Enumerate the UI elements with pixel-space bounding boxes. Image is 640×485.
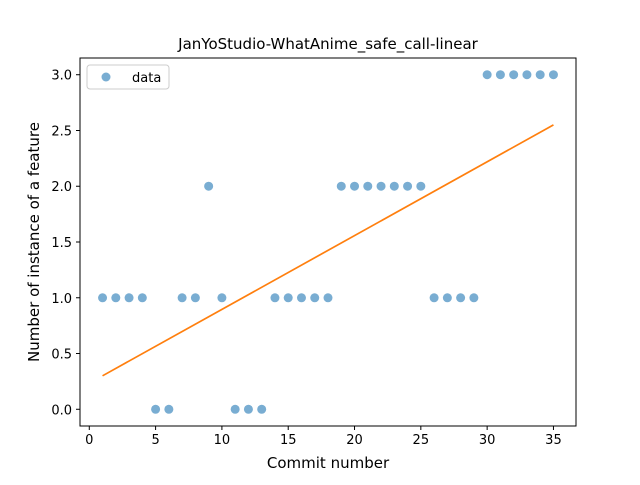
- x-tick-label: 5: [151, 433, 159, 448]
- data-point: [230, 404, 240, 414]
- y-tick-label: 3.0: [51, 69, 72, 84]
- x-tick-label: 0: [85, 433, 93, 448]
- x-tick-label: 10: [214, 433, 231, 448]
- data-point: [336, 181, 346, 191]
- data-point: [283, 293, 293, 303]
- data-point: [177, 293, 187, 303]
- linear-fit-line: [102, 124, 554, 377]
- x-tick-label: 30: [479, 433, 496, 448]
- data-point: [416, 181, 426, 191]
- fit-line-layer: [102, 124, 554, 377]
- data-point: [98, 293, 108, 303]
- legend-box: [86, 64, 170, 90]
- x-axis-title: Commit number: [267, 454, 390, 472]
- data-point: [111, 293, 121, 303]
- data-point: [124, 293, 134, 303]
- x-tick-label: 35: [545, 433, 562, 448]
- y-tick-label: 0.5: [51, 348, 72, 363]
- data-point: [509, 70, 519, 80]
- data-point: [137, 293, 147, 303]
- data-point: [403, 181, 413, 191]
- data-point: [469, 293, 479, 303]
- ticks-layer: 0 5 10 15 20 25 30 35 0.0 0.5 1.0 1.5 2.0 2.5 3.0: [51, 69, 561, 448]
- data-point: [310, 293, 320, 303]
- data-point: [350, 181, 360, 191]
- y-tick-label: 2.0: [51, 180, 72, 195]
- data-point: [363, 181, 373, 191]
- x-tick-label: 20: [346, 433, 363, 448]
- data-point: [389, 181, 399, 191]
- legend-marker-data: [101, 72, 111, 82]
- data-point: [296, 293, 306, 303]
- data-point: [442, 293, 452, 303]
- data-point: [217, 293, 227, 303]
- x-tick-label: 25: [413, 433, 430, 448]
- chart-title: JanYoStudio-WhatAnime_safe_call-linear: [177, 35, 478, 54]
- data-point: [522, 70, 532, 80]
- data-point: [376, 181, 386, 191]
- data-point: [535, 70, 545, 80]
- data-point: [429, 293, 439, 303]
- data-point: [204, 181, 214, 191]
- points-layer: [98, 70, 558, 414]
- data-point: [257, 404, 267, 414]
- data-point: [548, 70, 558, 80]
- y-tick-label: 2.5: [51, 124, 72, 139]
- data-point: [456, 293, 466, 303]
- y-tick-label: 1.0: [51, 292, 72, 307]
- y-axis-title: Number of instance of a feature: [25, 122, 43, 362]
- plot-frame: [79, 57, 577, 427]
- data-point: [190, 293, 200, 303]
- data-point: [482, 70, 492, 80]
- legend: data: [86, 64, 170, 90]
- y-tick-label: 1.5: [51, 236, 72, 251]
- data-point: [323, 293, 333, 303]
- x-tick-label: 15: [280, 433, 297, 448]
- legend-label-data: data: [132, 71, 161, 86]
- data-point: [270, 293, 280, 303]
- data-point: [495, 70, 505, 80]
- data-point: [243, 404, 253, 414]
- data-point: [164, 404, 174, 414]
- data-point: [151, 404, 161, 414]
- y-tick-label: 0.0: [51, 403, 72, 418]
